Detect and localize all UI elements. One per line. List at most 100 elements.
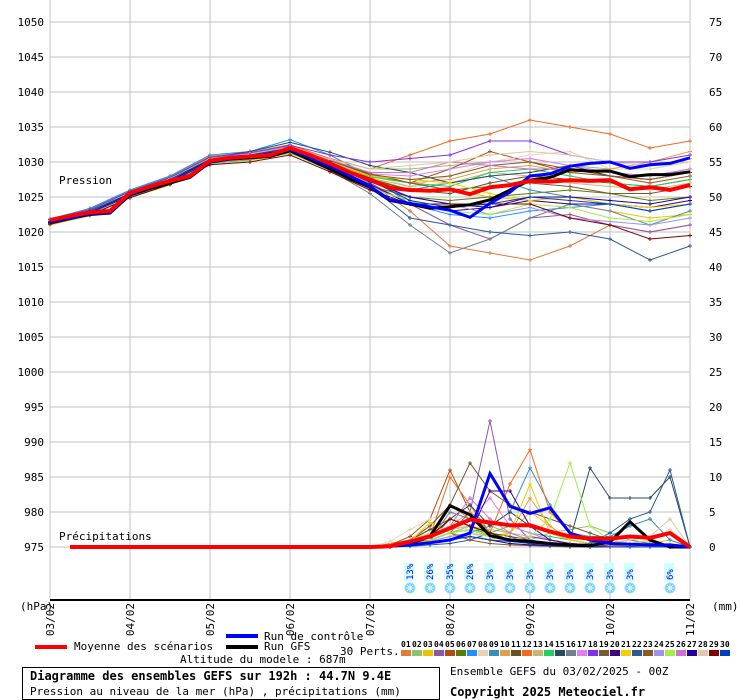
precip-member-26-point: [508, 531, 512, 535]
pressure-member-29-point: [288, 153, 292, 157]
precip-member-19-point: [588, 531, 592, 535]
pressure-tick-label: 1020: [18, 226, 45, 239]
precip-member-15-point: [648, 496, 652, 500]
member-color-swatch: [456, 650, 466, 656]
precip-member-19-point: [568, 524, 572, 528]
precip-member-24-point: [448, 534, 452, 539]
pressure-member-22-point: [408, 216, 412, 220]
pressure-member-16-point: [608, 209, 612, 213]
pressure-member-11-point: [488, 181, 492, 185]
precip-tick-label: 0: [709, 541, 716, 554]
precip-member-22-point: [448, 541, 452, 546]
pressure-member-12-point: [608, 132, 612, 136]
snow-prob-bg: [504, 563, 514, 581]
pressure-member-21-point: [488, 191, 492, 196]
precip-member-12-point: [528, 447, 532, 452]
control-legend-label: Run de contrôle: [264, 630, 364, 643]
precip-member-25-point: [528, 534, 532, 539]
pressure-member-26-point: [368, 170, 372, 175]
pressure-member-06-point: [528, 191, 532, 196]
run-info: Ensemble GEFS du 03/02/2025 - 00Z: [450, 665, 669, 678]
pressure-tick-label: 1040: [18, 86, 45, 99]
precip-member-19-point: [428, 524, 432, 528]
pressure-member-05-point: [488, 149, 492, 154]
member-number: 19: [599, 640, 609, 649]
member-color-swatch: [610, 650, 620, 656]
pressure-member-28-point: [568, 153, 572, 157]
precip-member-25-point: [448, 531, 452, 535]
snow-probability-label: 26%: [426, 563, 436, 580]
mean-legend-label: Moyenne des scénarios: [74, 640, 214, 653]
pressure-member-24-point: [528, 205, 532, 210]
pressure-member-08-point: [528, 153, 532, 157]
precip-member-11-point: [508, 534, 512, 539]
precip-member-26-point: [468, 496, 472, 500]
pressure-member-25-point: [648, 219, 652, 224]
member-number: 20: [610, 640, 620, 649]
pressure-member-23-point: [648, 177, 652, 182]
member-color-swatch: [687, 650, 697, 656]
mean-legend-swatch: [35, 645, 67, 649]
pressure-member-05-point: [688, 174, 692, 178]
snowflake-icon-glyph: [406, 584, 414, 592]
precip-tick-label: 25: [709, 366, 722, 379]
precip-tick-label: 75: [709, 16, 722, 29]
member-number: 08: [478, 640, 488, 649]
pressure-member-10-point: [448, 177, 452, 182]
pressure-member-14-point: [568, 174, 572, 178]
pressure-member-09-point: [528, 188, 532, 192]
snowflake-icon-glyph: [466, 584, 474, 592]
precip-section-label: Précipitations: [59, 530, 152, 543]
precip-member-15-point: [468, 503, 472, 507]
member-color-swatch: [577, 650, 587, 656]
member-color-swatch: [566, 650, 576, 656]
member-color-swatch: [621, 650, 631, 656]
member-number: 03: [423, 640, 433, 649]
snow-probability-label: 3%: [546, 569, 556, 580]
precip-member-19-point: [468, 461, 472, 465]
pressure-member-12-point: [448, 139, 452, 143]
precip-member-10-point: [548, 524, 552, 528]
snow-prob-bg: [564, 563, 574, 581]
precip-member-17-point: [528, 531, 532, 535]
pressure-member-06-point: [448, 198, 452, 203]
member-number: 27: [687, 640, 697, 649]
pressure-member-12-point: [488, 132, 492, 136]
member-color-swatch: [423, 650, 433, 656]
pressure-member-26-point: [528, 167, 532, 171]
pressure-member-01-point: [568, 244, 572, 248]
member-number: 13: [533, 640, 543, 649]
pressure-member-08-point: [648, 167, 652, 171]
member-color-swatch: [500, 650, 510, 656]
pressure-member-08-point: [688, 160, 692, 164]
pressure-member-04-point: [688, 223, 692, 227]
precip-member-12-point: [508, 482, 512, 486]
pressure-member-30-point: [688, 202, 692, 206]
pressure-member-07-point: [488, 216, 492, 220]
precip-member-22-point: [648, 510, 652, 514]
pressure-member-23-point: [408, 177, 412, 182]
precip-tick-label: 55: [709, 156, 722, 169]
pressure-member-16-point: [488, 237, 492, 241]
pressure-tick-label: 1045: [18, 51, 45, 64]
snow-probability-label: 26%: [466, 563, 476, 580]
pressure-member-16-point: [528, 216, 532, 220]
member-number: 17: [577, 640, 587, 649]
snow-probability-label: 13%: [406, 563, 416, 580]
control-legend-swatch: [226, 634, 258, 638]
snowflake-icon-glyph: [546, 584, 554, 592]
pressure-member-29-point: [568, 216, 572, 220]
precip-member-14-point: [548, 534, 552, 539]
date-tick-label: 03/02: [44, 603, 57, 636]
precip-control-line: [369, 469, 691, 549]
precip-member-04-point: [508, 517, 512, 521]
pressure-member-17-point: [488, 160, 492, 164]
pressure-member-29-point: [528, 202, 532, 206]
pressure-member-16-point: [688, 209, 692, 213]
pressure-member-27-point: [688, 195, 692, 199]
pressure-member-27-point: [648, 202, 652, 206]
precip-member-05-point: [448, 468, 452, 472]
member-number: 14: [544, 640, 554, 649]
pressure-member-20-point: [688, 198, 692, 203]
member-color-swatch: [401, 650, 411, 656]
